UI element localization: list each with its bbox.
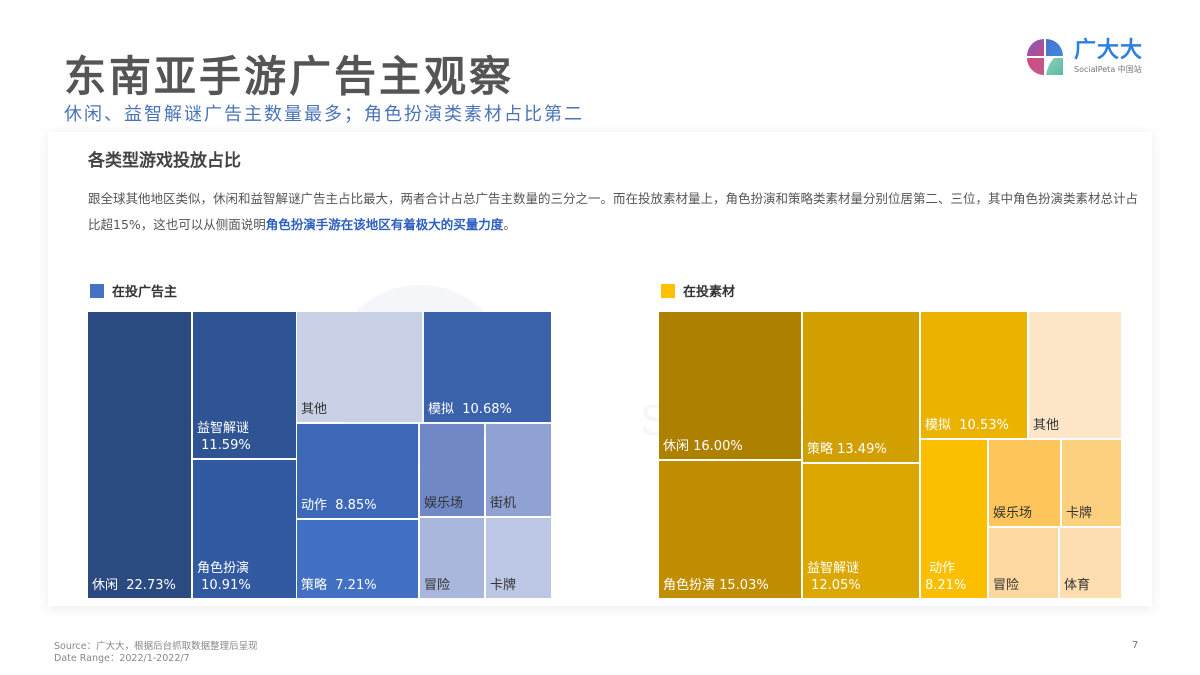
treemap-cell: 动作 8.85% — [297, 424, 418, 518]
treemap-cell-label: 其他 — [1033, 418, 1060, 433]
treemap-cell-label: 娱乐场 — [993, 506, 1033, 521]
treemap-cell: 卡牌 — [1062, 440, 1121, 526]
legend-label-advertisers: 在投广告主 — [112, 285, 178, 300]
treemap-cell: 休闲 22.73% — [88, 312, 191, 598]
treemap-cell-label: 角色扮演 15.03% — [663, 578, 769, 593]
treemap-cell-label: 益智解谜 12.05% — [807, 561, 861, 593]
treemap-cell-label: 休闲 22.73% — [92, 578, 176, 593]
section-title: 各类型游戏投放占比 — [88, 151, 241, 171]
legend-advertisers: 在投广告主 — [90, 281, 177, 300]
treemap-cell: 其他 — [297, 312, 422, 422]
treemap-cell: 角色扮演 10.91% — [193, 460, 296, 598]
legend-materials: 在投素材 — [661, 281, 735, 300]
description-highlight: 角色扮演手游在该地区有着极大的买量力度 — [265, 217, 504, 232]
footer-source: Source：广大大，根据后台抓取数据整理后呈现 — [54, 641, 258, 652]
treemap-cell-label: 动作 8.85% — [301, 498, 377, 513]
treemap-cell-label: 角色扮演 10.91% — [197, 561, 251, 593]
treemap-cell-label: 益智解谜 11.59% — [197, 421, 251, 453]
treemap-cell-label: 卡牌 — [490, 578, 517, 593]
treemap-cell: 其他 — [1029, 312, 1121, 438]
treemap-cell-label: 策略 7.21% — [301, 578, 377, 593]
legend-label-materials: 在投素材 — [683, 285, 736, 300]
treemap-advertisers: 休闲 22.73% 益智解谜 11.59% 角色扮演 10.91% 其他 模拟 10.6… — [88, 312, 551, 598]
legend-swatch-materials — [661, 283, 675, 298]
treemap-cell: 街机 — [486, 424, 551, 516]
description-text: 跟全球其他地区类似，休闲和益智解谜广告主占比最大，两者合计占总广告主数量的三分之… — [88, 191, 1139, 232]
treemap-cell: 娱乐场 — [420, 424, 484, 516]
treemap-cell: 模拟 10.68% — [424, 312, 551, 422]
page-title: 东南亚手游广告主观察 — [64, 52, 515, 101]
treemap-cell: 冒险 — [989, 528, 1058, 598]
treemap-cell: 卡牌 — [486, 518, 551, 598]
treemap-cell-label: 策略 13.49% — [807, 442, 887, 457]
page-subtitle: 休闲、益智解谜广告主数量最多；角色扮演类素材占比第二 — [64, 104, 584, 125]
treemap-cell: 动作 8.21% — [921, 440, 987, 598]
legend-swatch-advertisers — [90, 283, 104, 298]
logo-name: 广大大 — [1074, 38, 1144, 63]
treemap-cell-label: 冒险 — [424, 578, 451, 593]
treemap-cell: 模拟 10.53% — [921, 312, 1027, 438]
treemap-cell: 冒险 — [420, 518, 484, 598]
treemap-cell-label: 其他 — [301, 402, 328, 417]
treemap-cell: 体育 — [1060, 528, 1121, 598]
brand-logo: 广大大 SocialPeta 中国站 — [1026, 38, 1176, 78]
treemap-cell: 娱乐场 — [989, 440, 1060, 526]
treemap-cell-label: 模拟 10.68% — [428, 402, 512, 417]
footer-date-range: Date Range：2022/1-2022/7 — [54, 653, 190, 664]
treemap-cell-label: 模拟 10.53% — [925, 418, 1009, 433]
treemap-cell-label: 娱乐场 — [424, 496, 464, 511]
treemap-cell: 益智解谜 12.05% — [803, 464, 919, 598]
treemap-cell-label: 冒险 — [993, 578, 1020, 593]
treemap-cell-label: 卡牌 — [1066, 506, 1093, 521]
logo-subtext: SocialPeta 中国站 — [1074, 65, 1142, 74]
treemap-cell: 策略 13.49% — [803, 312, 919, 462]
treemap-cell: 益智解谜 11.59% — [193, 312, 296, 458]
page-number: 7 — [1132, 640, 1139, 651]
treemap-materials: 休闲 16.00% 角色扮演 15.03% 策略 13.49% 益智解谜 12.05%… — [659, 312, 1121, 598]
treemap-cell-label: 休闲 16.00% — [663, 439, 743, 454]
logo-mark-icon — [1027, 39, 1063, 75]
treemap-cell: 策略 7.21% — [297, 520, 418, 598]
treemap-cell-label: 街机 — [490, 496, 517, 511]
treemap-cell-label: 体育 — [1064, 578, 1091, 593]
treemap-cell: 休闲 16.00% — [659, 312, 801, 459]
treemap-cell: 角色扮演 15.03% — [659, 461, 801, 598]
section-description: 跟全球其他地区类似，休闲和益智解谜广告主占比最大，两者合计占总广告主数量的三分之… — [88, 186, 1148, 238]
treemap-cell-label: 动作 8.21% — [925, 561, 967, 593]
description-end: 。 — [503, 217, 516, 232]
